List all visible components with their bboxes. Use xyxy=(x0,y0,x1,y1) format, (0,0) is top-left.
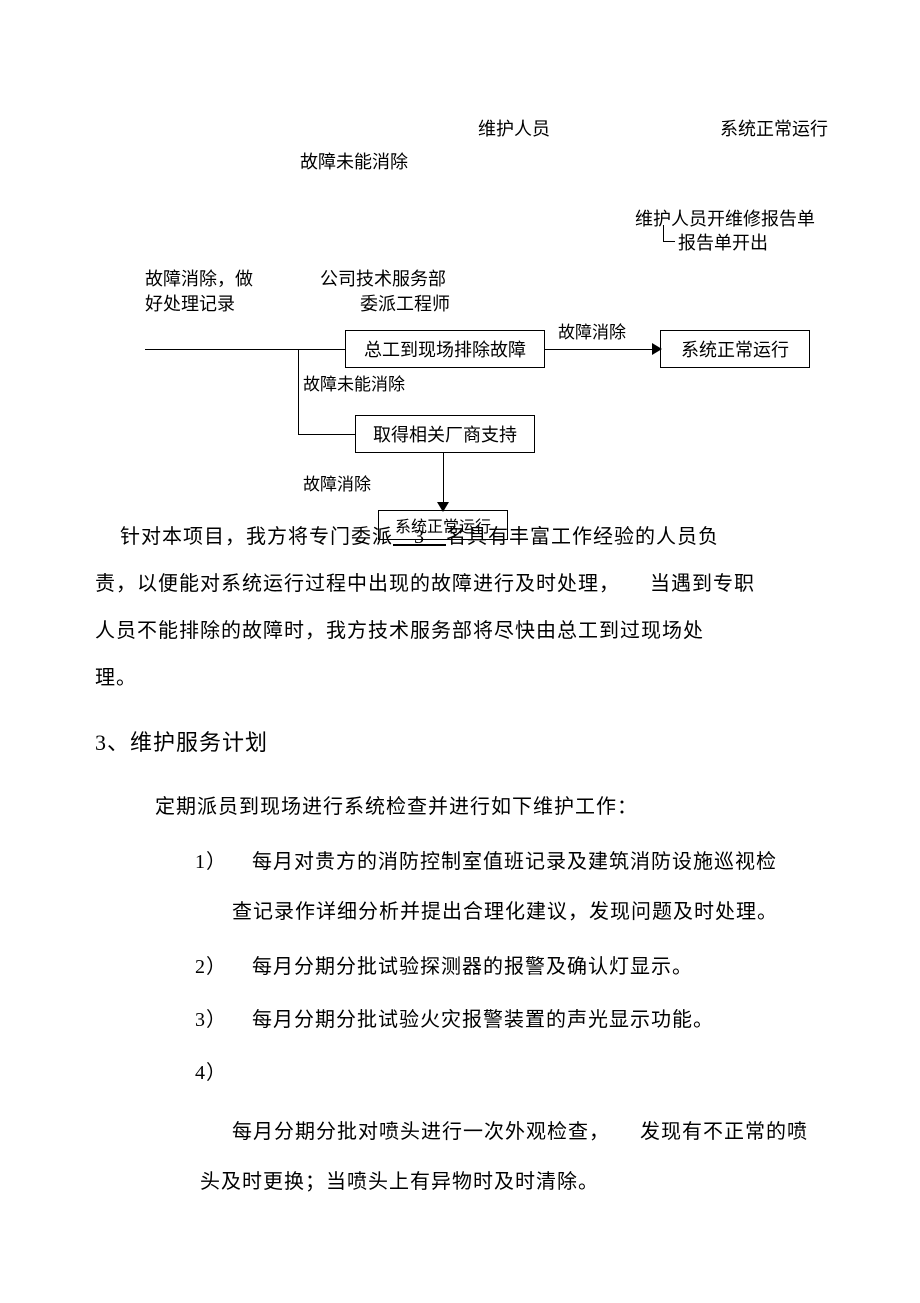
l-shape-v xyxy=(663,225,664,241)
left-block-line1: 故障消除，做 xyxy=(145,265,253,291)
para-1-post: 名具有丰富工作经验的人员负 xyxy=(446,526,719,548)
edge-label-fault-cleared-2: 故障消除 xyxy=(303,470,371,495)
item-1-num: 1） xyxy=(195,845,227,874)
edge-chief-down-h xyxy=(298,434,355,435)
para-2: 责，以便能对系统运行过程中出现的故障进行及时处理， 当遇到专职 xyxy=(95,562,755,606)
item-4-a-tail: 发现有不正常的喷 xyxy=(640,1121,808,1143)
para-3: 人员不能排除的故障时，我方技术服务部将尽快由总工到过现场处 xyxy=(95,609,704,653)
para-1-pre: 针对本项目，我方将专门委派 xyxy=(120,526,393,548)
para-2-main: 责，以便能对系统运行过程中出现的故障进行及时处理， xyxy=(95,573,620,595)
item-1-text-b: 查记录作详细分析并提出合理化建议，发现问题及时处理。 xyxy=(232,895,778,924)
edge-chief-to-ok xyxy=(545,349,660,350)
label-report-issued: 报告单开出 xyxy=(678,229,768,255)
l-shape-h xyxy=(663,241,675,242)
item-3-text: 每月分期分批试验火灾报警装置的声光显示功能。 xyxy=(252,1003,714,1032)
edge-left-to-chief xyxy=(145,349,345,350)
arrow-vendor-down xyxy=(437,502,449,512)
item-1-text-a: 每月对贵方的消防控制室值班记录及建筑消防设施巡视检 xyxy=(252,845,777,874)
item-4-text-a: 每月分期分批对喷头进行一次外观检查， 发现有不正常的喷 xyxy=(232,1115,808,1144)
box-system-ok-right: 系统正常运行 xyxy=(660,330,810,368)
label-maintainer: 维护人员 xyxy=(478,115,550,141)
item-2-text: 每月分期分批试验探测器的报警及确认灯显示。 xyxy=(252,950,693,979)
label-report-form: 维护人员开维修报告单 xyxy=(635,205,815,231)
page: 维护人员 系统正常运行 故障未能消除 维护人员开维修报告单 报告单开出 故障消除… xyxy=(0,0,920,1303)
para-2-tail: 当遇到专职 xyxy=(650,573,755,595)
para-1-num: 3 xyxy=(393,526,446,548)
edge-chief-down-v xyxy=(298,349,299,434)
section-3-title: 3、维护服务计划 xyxy=(95,725,268,757)
item-4-a-main: 每月分期分批对喷头进行一次外观检查， xyxy=(232,1121,610,1143)
edge-label-not-cleared-2: 故障未能消除 xyxy=(303,370,405,395)
section-3-intro: 定期派员到现场进行系统检查并进行如下维护工作： xyxy=(155,790,638,819)
item-3-num: 3） xyxy=(195,1003,227,1032)
tech-dept-line2: 委派工程师 xyxy=(360,290,450,316)
tech-dept-line1: 公司技术服务部 xyxy=(320,265,446,291)
arrow-chief-to-ok xyxy=(652,343,662,355)
item-2-num: 2） xyxy=(195,950,227,979)
para-4: 理。 xyxy=(95,656,137,700)
edge-label-fault-cleared: 故障消除 xyxy=(558,318,626,343)
label-fault-not-cleared: 故障未能消除 xyxy=(300,148,408,174)
box-chief-onsite: 总工到现场排除故障 xyxy=(345,330,545,368)
box-vendor-support: 取得相关厂商支持 xyxy=(355,415,535,453)
para-1: 针对本项目，我方将专门委派 3 名具有丰富工作经验的人员负 xyxy=(120,515,719,559)
left-block-line2: 好处理记录 xyxy=(145,290,235,316)
item-4-num: 4） xyxy=(195,1056,227,1085)
label-system-ok-top: 系统正常运行 xyxy=(720,115,828,141)
item-4-text-b: 头及时更换；当喷头上有异物时及时清除。 xyxy=(200,1165,599,1194)
